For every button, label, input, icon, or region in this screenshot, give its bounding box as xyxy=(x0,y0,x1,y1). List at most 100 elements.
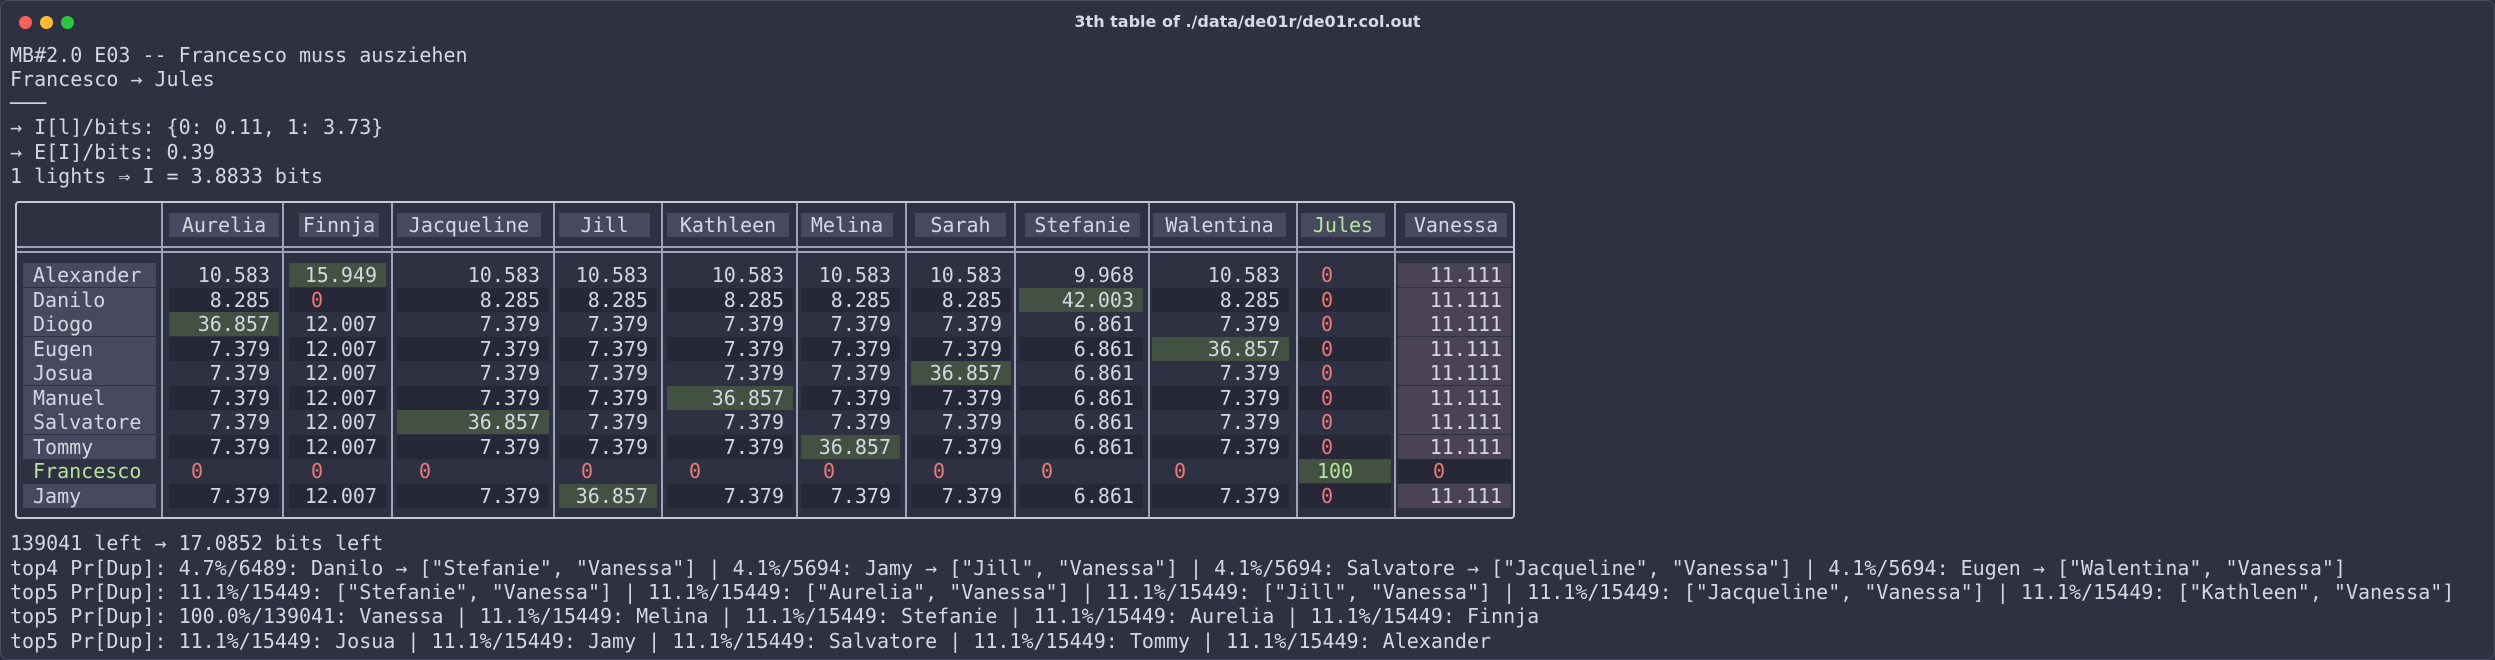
column-header: Vanessa xyxy=(1405,213,1507,237)
row-header: Salvatore xyxy=(23,410,156,434)
table-cell: 12.007 xyxy=(289,434,386,459)
header-line: ─── xyxy=(10,91,47,115)
table-cell: 0 xyxy=(1299,385,1391,410)
table-cell: 36.857 xyxy=(1152,336,1289,361)
table-cell: 7.379 xyxy=(667,434,793,459)
column-divider xyxy=(161,203,163,517)
table-cell: 7.379 xyxy=(169,434,279,459)
table-cell: 10.583 xyxy=(711,263,784,287)
table-cell: 10.583 xyxy=(929,263,1002,287)
table-cell: 0 xyxy=(689,459,702,483)
table-cell: 0 xyxy=(289,287,386,312)
column-header: Stefanie xyxy=(1025,213,1140,237)
table-cell: 0 xyxy=(933,459,946,483)
table-cell: 7.379 xyxy=(397,483,549,508)
row-header: Josua xyxy=(23,361,156,385)
table-cell: 36.857 xyxy=(801,434,900,459)
table-cell: 7.379 xyxy=(667,483,793,508)
table-cell: 0 xyxy=(1321,312,1334,336)
table-cell: 0 xyxy=(1321,410,1334,434)
zoom-button[interactable] xyxy=(61,16,74,29)
table-cell: 11.111 xyxy=(1398,336,1511,361)
table-cell: 0 xyxy=(1299,434,1391,459)
header-separator xyxy=(17,251,1513,253)
table-cell: 0 xyxy=(1299,483,1391,508)
table-cell: 10.583 xyxy=(1207,263,1280,287)
column-header: Finnja xyxy=(299,213,379,237)
table-cell: 6.861 xyxy=(1019,385,1143,410)
table-cell: 12.007 xyxy=(304,312,377,336)
table-cell: 10.583 xyxy=(467,263,540,287)
table-cell: 0 xyxy=(1299,287,1391,312)
table-cell: 15.949 xyxy=(289,263,386,287)
table-cell: 0 xyxy=(823,459,836,483)
close-button[interactable] xyxy=(19,16,32,29)
table-cell: 12.007 xyxy=(289,336,386,361)
table-cell: 7.379 xyxy=(587,312,648,336)
table-cell: 7.379 xyxy=(723,410,784,434)
table-cell: 7.379 xyxy=(723,361,784,385)
table-cell: 6.861 xyxy=(1019,336,1143,361)
column-divider xyxy=(553,203,555,517)
column-divider xyxy=(1394,203,1396,517)
row-header: Tommy xyxy=(23,434,156,459)
table-cell: 11.111 xyxy=(1398,410,1511,434)
table-cell: 12.007 xyxy=(304,361,377,385)
table-cell: 7.379 xyxy=(801,336,900,361)
footer-line: top4 Pr[Dup]: 4.7%/6489: Danilo → ["Stef… xyxy=(10,556,2346,580)
table-cell: 7.379 xyxy=(479,312,540,336)
column-divider xyxy=(1148,203,1150,517)
table-cell: 7.379 xyxy=(830,361,891,385)
table-cell: 7.379 xyxy=(479,361,540,385)
table-cell: 7.379 xyxy=(911,483,1011,508)
table-cell: 11.111 xyxy=(1398,361,1511,385)
table-cell: 8.285 xyxy=(169,287,279,312)
column-header: Jill xyxy=(559,213,650,237)
footer-line: top5 Pr[Dup]: 100.0%/139041: Vanessa | 1… xyxy=(10,604,1540,628)
table-cell: 8.285 xyxy=(559,287,657,312)
table-cell: 7.379 xyxy=(1219,410,1280,434)
table-cell: 7.379 xyxy=(830,410,891,434)
column-header: Kathleen xyxy=(667,213,789,237)
table-cell: 6.861 xyxy=(1073,361,1134,385)
header-line: MB#2.0 E03 -- Francesco muss ausziehen xyxy=(10,43,468,67)
table-cell: 7.379 xyxy=(941,312,1002,336)
table-cell: 36.857 xyxy=(169,312,279,336)
table-cell: 7.379 xyxy=(169,336,279,361)
table-cell: 7.379 xyxy=(559,336,657,361)
column-header: Jules xyxy=(1301,213,1385,237)
table-cell: 0 xyxy=(191,459,204,483)
column-header: Walentina xyxy=(1153,213,1286,237)
table-cell: 0 xyxy=(1174,459,1187,483)
table-cell: 11.111 xyxy=(1398,483,1511,508)
score-table xyxy=(15,201,1515,519)
table-cell: 7.379 xyxy=(801,483,900,508)
table-cell: 0 xyxy=(581,459,594,483)
table-cell: 7.379 xyxy=(1152,385,1289,410)
table-cell: 0 xyxy=(1299,336,1391,361)
column-header: Sarah xyxy=(915,213,1006,237)
table-cell: 7.379 xyxy=(1219,312,1280,336)
table-cell: 7.379 xyxy=(941,410,1002,434)
table-cell: 8.285 xyxy=(1152,287,1289,312)
header-line: 1 lights ⇒ I = 3.8833 bits xyxy=(10,164,324,188)
column-header: Aurelia xyxy=(169,213,279,237)
table-cell: 36.857 xyxy=(667,385,793,410)
row-header: Manuel xyxy=(23,385,156,410)
footer-line: top5 Pr[Dup]: 11.1%/15449: Josua | 11.1%… xyxy=(10,629,1492,653)
table-cell: 7.379 xyxy=(209,361,270,385)
header-line: Francesco → Jules xyxy=(10,67,215,91)
minimize-button[interactable] xyxy=(40,16,53,29)
window-title: 3th table of ./data/de01r/de01r.col.out xyxy=(1074,12,1421,31)
table-cell: 7.379 xyxy=(169,385,279,410)
column-divider xyxy=(391,203,393,517)
table-cell: 7.379 xyxy=(911,336,1011,361)
table-cell: 7.379 xyxy=(397,385,549,410)
table-cell: 8.285 xyxy=(667,287,793,312)
table-cell: 0 xyxy=(1321,263,1334,287)
column-divider xyxy=(661,203,663,517)
table-cell: 100 xyxy=(1299,459,1391,483)
table-cell: 12.007 xyxy=(289,385,386,410)
table-cell: 36.857 xyxy=(911,361,1011,385)
